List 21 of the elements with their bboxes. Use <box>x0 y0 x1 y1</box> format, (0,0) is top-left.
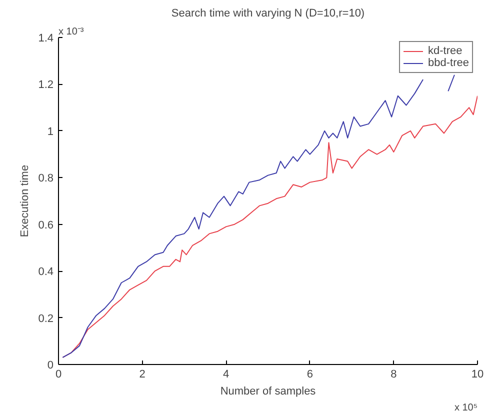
x-tick-label: 8 <box>390 368 397 380</box>
y-tick-label: 0.6 <box>38 219 54 232</box>
x-tick-label: 2 <box>139 368 146 380</box>
y-tick-label: 1.2 <box>38 79 54 92</box>
x-tick-label: 10 <box>471 368 484 380</box>
y-tick-label: 1.4 <box>38 32 54 44</box>
y-tick-label: 0.2 <box>38 312 54 325</box>
text: x 10⁻³ <box>58 26 84 38</box>
y-axis-title: Execution time <box>19 164 32 238</box>
x-tick-label: 6 <box>306 368 313 380</box>
x-tick-label: 0 <box>55 368 62 380</box>
y-tick-label: 0.8 <box>38 172 54 185</box>
x-tick-label: 4 <box>223 368 230 380</box>
y-tick-label: 1 <box>47 126 54 138</box>
y-tick-label: 0 <box>47 360 54 372</box>
chart-title: Search time with varying N (D=10,r=10) <box>171 8 365 20</box>
y-tick-label: 0.4 <box>38 266 54 278</box>
x-axis-title: Number of samples <box>220 386 316 398</box>
text: x 10⁵ <box>454 402 478 413</box>
legend-label: bbd-tree <box>428 57 469 69</box>
legend-label: kd-tree <box>428 45 462 57</box>
